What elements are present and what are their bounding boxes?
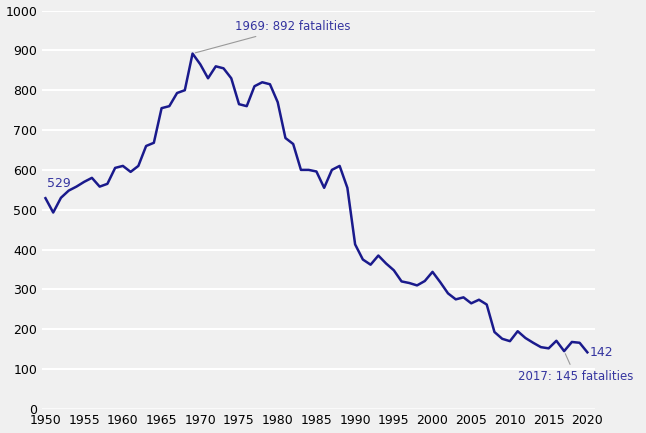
Text: 142: 142 <box>590 346 613 359</box>
Text: 529: 529 <box>47 177 71 190</box>
Text: 1969: 892 fatalities: 1969: 892 fatalities <box>195 20 351 53</box>
Text: 2017: 145 fatalities: 2017: 145 fatalities <box>517 354 633 383</box>
